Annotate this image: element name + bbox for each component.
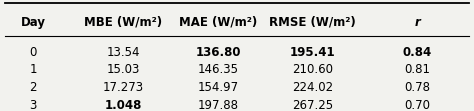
Text: Day: Day	[21, 16, 46, 29]
Text: 197.88: 197.88	[198, 99, 238, 111]
Text: 0.81: 0.81	[404, 63, 430, 76]
Text: 1.048: 1.048	[105, 99, 142, 111]
Text: 3: 3	[29, 99, 37, 111]
Text: 0.84: 0.84	[402, 46, 432, 59]
Text: 0: 0	[29, 46, 37, 59]
Text: 17.273: 17.273	[103, 81, 144, 94]
Text: 195.41: 195.41	[290, 46, 336, 59]
Text: 0.78: 0.78	[404, 81, 430, 94]
Text: 267.25: 267.25	[292, 99, 333, 111]
Text: RMSE (W/m²): RMSE (W/m²)	[269, 16, 356, 29]
Text: 2: 2	[29, 81, 37, 94]
Text: 210.60: 210.60	[292, 63, 333, 76]
Text: 136.80: 136.80	[195, 46, 241, 59]
Text: 15.03: 15.03	[107, 63, 140, 76]
Text: 154.97: 154.97	[198, 81, 238, 94]
Text: r: r	[414, 16, 420, 29]
Text: 13.54: 13.54	[107, 46, 140, 59]
Text: 0.70: 0.70	[404, 99, 430, 111]
Text: MBE (W/m²): MBE (W/m²)	[84, 16, 162, 29]
Text: 146.35: 146.35	[198, 63, 238, 76]
Text: 224.02: 224.02	[292, 81, 333, 94]
Text: 1: 1	[29, 63, 37, 76]
Text: MAE (W/m²): MAE (W/m²)	[179, 16, 257, 29]
